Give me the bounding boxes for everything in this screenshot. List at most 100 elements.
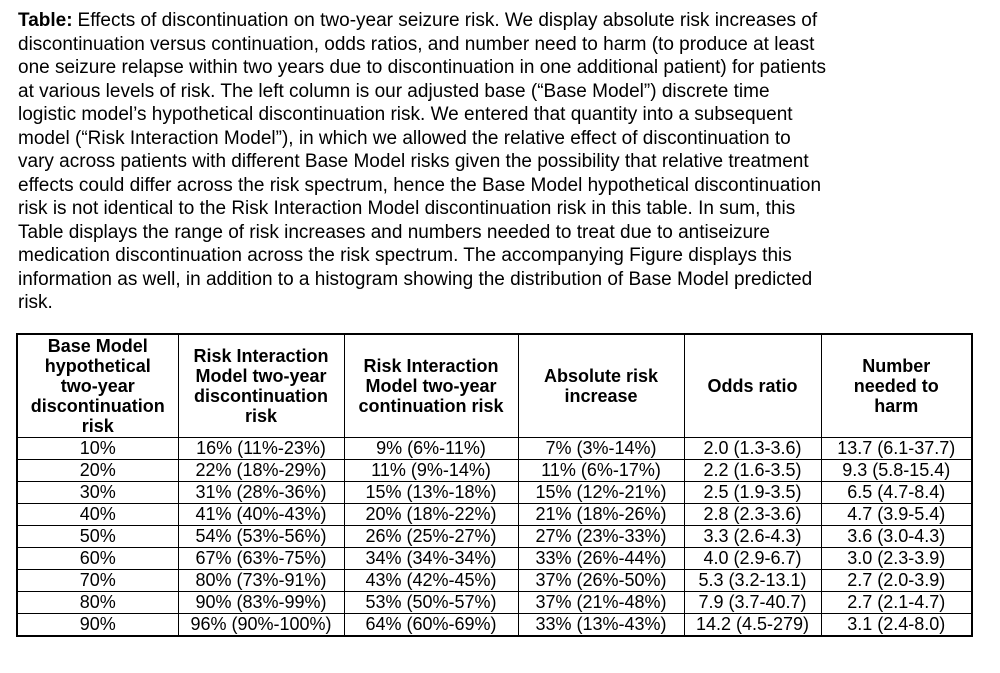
cell-absolute-risk-increase: 37% (26%-50%) (517, 569, 685, 592)
column-header-line: continuation risk (358, 395, 504, 416)
cell-risk-interaction-discontinuation-risk: 41% (40%-43%) (177, 503, 345, 526)
table-caption: Table: Effects of discontinuation on two-… (18, 9, 1000, 315)
cell-risk-interaction-continuation-risk: 64% (60%-69%) (343, 613, 519, 637)
cell-odds-ratio: 2.0 (1.3-3.6) (683, 437, 822, 460)
cell-odds-ratio: 2.5 (1.9-3.5) (683, 481, 822, 504)
table-body: 10% 16% (11%-23%) 9% (6%-11%) 7% (3%-14%) 2.… (16, 437, 973, 637)
cell-base-model-hypothetical-risk: 50% (16, 525, 179, 548)
cell-number-needed-to-harm: 3.1 (2.4-8.0) (820, 613, 973, 637)
cell-odds-ratio: 7.9 (3.7-40.7) (683, 591, 822, 614)
cell-risk-interaction-continuation-risk: 11% (9%-14%) (343, 459, 519, 482)
column-header-line: two-year (60, 375, 135, 396)
caption-line: Table: Effects of discontinuation on two-… (18, 9, 1000, 33)
cell-absolute-risk-increase: 7% (3%-14%) (517, 437, 685, 460)
cell-absolute-risk-increase: 11% (6%-17%) (517, 459, 685, 482)
cell-absolute-risk-increase: 33% (13%-43%) (517, 613, 685, 637)
cell-risk-interaction-continuation-risk: 34% (34%-34%) (343, 547, 519, 570)
cell-risk-interaction-continuation-risk: 43% (42%-45%) (343, 569, 519, 592)
cell-absolute-risk-increase: 15% (12%-21%) (517, 481, 685, 504)
cell-risk-interaction-discontinuation-risk: 31% (28%-36%) (177, 481, 345, 504)
cell-absolute-risk-increase: 33% (26%-44%) (517, 547, 685, 570)
table-row: 40% 41% (40%-43%) 20% (18%-22%) 21% (18%-26… (16, 503, 973, 526)
cell-base-model-hypothetical-risk: 60% (16, 547, 179, 570)
table-row: 60% 67% (63%-75%) 34% (34%-34%) 33% (26%-44… (16, 547, 973, 570)
cell-risk-interaction-continuation-risk: 53% (50%-57%) (343, 591, 519, 614)
cell-absolute-risk-increase: 21% (18%-26%) (517, 503, 685, 526)
cell-number-needed-to-harm: 2.7 (2.0-3.9) (820, 569, 973, 592)
cell-odds-ratio: 14.2 (4.5-279) (683, 613, 822, 637)
cell-absolute-risk-increase: 37% (21%-48%) (517, 591, 685, 614)
cell-odds-ratio: 2.2 (1.6-3.5) (683, 459, 822, 482)
cell-risk-interaction-continuation-risk: 26% (25%-27%) (343, 525, 519, 548)
column-header-base-model-hypothetical-risk: Base Model hypothetical two-year discontinu… (16, 333, 179, 438)
cell-number-needed-to-harm: 13.7 (6.1-37.7) (820, 437, 973, 460)
cell-number-needed-to-harm: 3.6 (3.0-4.3) (820, 525, 973, 548)
cell-risk-interaction-discontinuation-risk: 80% (73%-91%) (177, 569, 345, 592)
column-header-line: Risk Interaction (193, 345, 329, 366)
caption-line: vary across patients with different Base… (18, 151, 809, 172)
column-header-odds-ratio: Odds ratio (683, 333, 822, 438)
column-header-line: Absolute risk (543, 365, 659, 386)
cell-risk-interaction-discontinuation-risk: 54% (53%-56%) (177, 525, 345, 548)
caption-line-text: Effects of discontinuation on two-year s… (77, 10, 818, 31)
column-header-risk-interaction-discontinuation-risk: Risk Interaction Model two-year discontinu… (177, 333, 345, 438)
cell-risk-interaction-discontinuation-risk: 16% (11%-23%) (177, 437, 345, 460)
cell-base-model-hypothetical-risk: 90% (16, 613, 179, 637)
caption-line: Table displays the range of risk increas… (18, 221, 771, 243)
caption-line: discontinuation versus continuation, odd… (18, 33, 815, 55)
table-row: 30% 31% (28%-36%) 15% (13%-18%) 15% (12%-21… (16, 481, 973, 504)
caption-line: medication discontinuation across the ri… (18, 245, 792, 266)
cell-odds-ratio: 4.0 (2.9-6.7) (683, 547, 822, 570)
column-header-line: Number (862, 355, 931, 376)
column-header-line: hypothetical (44, 355, 151, 376)
cell-base-model-hypothetical-risk: 30% (16, 481, 179, 504)
caption-line: logistic model’s hypothetical discontinu… (18, 104, 793, 125)
table-row: 10% 16% (11%-23%) 9% (6%-11%) 7% (3%-14%) 2.… (16, 437, 973, 460)
column-header-line: Model two-year (365, 375, 497, 396)
cell-number-needed-to-harm: 4.7 (3.9-5.4) (820, 503, 973, 526)
column-header-line: risk (81, 415, 114, 436)
column-header-line: Model two-year (195, 365, 327, 386)
table-row: 70% 80% (73%-91%) 43% (42%-45%) 37% (26%-50… (16, 569, 973, 592)
cell-base-model-hypothetical-risk: 80% (16, 591, 179, 614)
column-header-line: risk (244, 405, 278, 426)
caption-line: model (“Risk Interaction Model”), in whi… (18, 127, 791, 149)
caption-line: information as well, in addition to a hi… (18, 268, 813, 290)
page: Table: Effects of discontinuation on two-… (0, 9, 1000, 637)
column-header-line: Odds ratio (707, 375, 798, 396)
cell-risk-interaction-discontinuation-risk: 67% (63%-75%) (177, 547, 345, 570)
cell-odds-ratio: 3.3 (2.6-4.3) (683, 525, 822, 548)
cell-number-needed-to-harm: 9.3 (5.8-15.4) (820, 459, 973, 482)
cell-base-model-hypothetical-risk: 20% (16, 459, 179, 482)
cell-base-model-hypothetical-risk: 10% (16, 437, 179, 460)
table-header-row: Base Model hypothetical two-year discontinu… (16, 333, 973, 438)
cell-risk-interaction-discontinuation-risk: 90% (83%-99%) (177, 591, 345, 614)
column-header-line: discontinuation (30, 395, 165, 416)
cell-number-needed-to-harm: 3.0 (2.3-3.9) (820, 547, 973, 570)
cell-risk-interaction-discontinuation-risk: 96% (90%-100%) (177, 613, 345, 637)
table-header: Base Model hypothetical two-year discontinu… (16, 333, 973, 438)
column-header-line: increase (564, 385, 638, 406)
cell-risk-interaction-continuation-risk: 20% (18%-22%) (343, 503, 519, 526)
risk-table: Base Model hypothetical two-year discontinu… (16, 332, 973, 637)
column-header-absolute-risk-increase: Absolute risk increase (517, 333, 685, 438)
column-header-risk-interaction-continuation-risk: Risk Interaction Model two-year continuati… (343, 333, 519, 438)
cell-absolute-risk-increase: 27% (23%-33%) (517, 525, 685, 548)
caption-line: one seizure relapse within two years due… (18, 57, 827, 78)
table-row: 80% 90% (83%-99%) 53% (50%-57%) 37% (21%-48… (16, 591, 973, 614)
cell-number-needed-to-harm: 2.7 (2.1-4.7) (820, 591, 973, 614)
cell-risk-interaction-continuation-risk: 9% (6%-11%) (343, 437, 519, 460)
column-header-line: harm (874, 395, 919, 416)
caption-label: Table: (18, 10, 73, 31)
table-row: 50% 54% (53%-56%) 26% (25%-27%) 27% (23%-33… (16, 525, 973, 548)
column-header-line: discontinuation (194, 385, 328, 406)
column-header-line: Base Model (47, 335, 148, 356)
table-row: 20% 22% (18%-29%) 11% (9%-14%) 11% (6%-17%)… (16, 459, 973, 482)
column-header-number-needed-to-harm: Number needed to harm (820, 333, 973, 438)
caption-line: risk. (18, 292, 53, 313)
cell-number-needed-to-harm: 6.5 (4.7-8.4) (820, 481, 973, 504)
cell-odds-ratio: 2.8 (2.3-3.6) (683, 503, 822, 526)
cell-base-model-hypothetical-risk: 40% (16, 503, 179, 526)
cell-risk-interaction-discontinuation-risk: 22% (18%-29%) (177, 459, 345, 482)
caption-line: risk is not identical to the Risk Intera… (18, 198, 796, 219)
